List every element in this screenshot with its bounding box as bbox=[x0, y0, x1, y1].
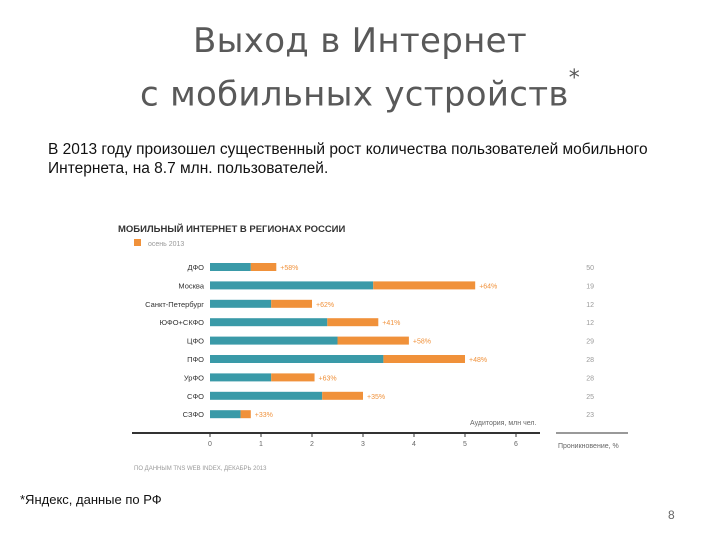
bar-growth bbox=[271, 373, 315, 382]
growth-label: +48% bbox=[469, 357, 487, 364]
slide-title: Выход в Интернет с мобильных устройств* bbox=[0, 18, 720, 117]
penetration-value: 19 bbox=[586, 283, 594, 290]
growth-label: +58% bbox=[413, 339, 431, 346]
growth-label: +62% bbox=[316, 302, 334, 309]
bar-base bbox=[210, 281, 374, 290]
chart-svg: МОБИЛЬНЫЙ ИНТЕРНЕТ В РЕГИОНАХ РОССИИ осе… bbox=[118, 223, 628, 472]
x-axis: 0 1 2 3 4 5 6 bbox=[132, 432, 628, 448]
category-label: ЦФО bbox=[187, 337, 204, 346]
title-line-2-text: с мобильных устройств bbox=[139, 74, 569, 115]
penetration-label: Проникновение, % bbox=[558, 443, 619, 450]
x-tick-label: 5 bbox=[463, 441, 467, 448]
growth-label: +33% bbox=[255, 412, 273, 419]
category-label: УрФО bbox=[184, 373, 204, 382]
bar-growth bbox=[383, 355, 465, 363]
x-tick-label: 2 bbox=[310, 441, 314, 448]
title-asterisk: * bbox=[568, 66, 581, 91]
x-tick-label: 1 bbox=[259, 441, 263, 448]
bar-growth bbox=[250, 263, 277, 271]
bar-base bbox=[210, 355, 384, 363]
title-line-1: Выход в Интернет bbox=[193, 21, 527, 61]
page-number: 8 bbox=[668, 508, 675, 522]
x-axis-label: Аудитория, млн чел. bbox=[470, 420, 536, 427]
chart-rows: ДФО +58% 50 Москва +64% 19 Санкт-Петербург +62%… bbox=[145, 263, 594, 419]
bar-growth bbox=[337, 336, 409, 345]
bar-base bbox=[210, 373, 272, 382]
category-label: ПФО bbox=[187, 355, 204, 364]
bar-base bbox=[210, 391, 323, 400]
bar-base bbox=[210, 410, 241, 419]
bar-growth bbox=[327, 318, 379, 327]
penetration-value: 12 bbox=[586, 320, 594, 327]
penetration-value: 28 bbox=[586, 357, 594, 364]
x-tick-label: 6 bbox=[514, 441, 518, 448]
x-tick-label: 0 bbox=[208, 441, 212, 448]
penetration-value: 23 bbox=[586, 412, 594, 419]
penetration-value: 25 bbox=[586, 394, 594, 401]
slide-description: В 2013 году произошел существенный рост … bbox=[48, 141, 648, 177]
chart-title: МОБИЛЬНЫЙ ИНТЕРНЕТ В РЕГИОНАХ РОССИИ bbox=[118, 223, 346, 235]
category-label: Москва bbox=[178, 281, 204, 290]
bar-base bbox=[210, 263, 251, 271]
penetration-value: 50 bbox=[586, 265, 594, 272]
growth-label: +63% bbox=[319, 375, 337, 382]
penetration-value: 28 bbox=[586, 375, 594, 382]
category-label: СЗФО bbox=[183, 410, 204, 419]
bar-growth bbox=[322, 391, 363, 400]
bar-growth bbox=[240, 410, 251, 419]
bar-base bbox=[210, 318, 328, 327]
category-label: Санкт-Петербург bbox=[145, 300, 204, 309]
footnote: *Яндекс, данные по РФ bbox=[20, 492, 162, 507]
bar-growth bbox=[373, 281, 476, 290]
penetration-value: 12 bbox=[586, 302, 594, 309]
growth-label: +64% bbox=[479, 283, 497, 290]
chart-source: ПО ДАННЫМ TNS WEB INDEX, ДЕКАБРЬ 2013 bbox=[134, 466, 267, 472]
category-label: ЮФО+СКФО bbox=[159, 318, 204, 327]
bar-growth bbox=[271, 299, 312, 308]
legend-swatch bbox=[134, 239, 141, 246]
growth-label: +58% bbox=[280, 265, 298, 272]
growth-label: +35% bbox=[367, 394, 385, 401]
bar-base bbox=[210, 336, 338, 345]
category-label: СФО bbox=[187, 392, 204, 401]
regional-mobile-internet-chart: МОБИЛЬНЫЙ ИНТЕРНЕТ В РЕГИОНАХ РОССИИ осе… bbox=[118, 212, 638, 474]
penetration-value: 29 bbox=[586, 339, 594, 346]
growth-label: +41% bbox=[382, 320, 400, 327]
bar-base bbox=[210, 299, 272, 308]
x-tick-label: 3 bbox=[361, 441, 365, 448]
category-label: ДФО bbox=[188, 263, 205, 272]
title-line-2: с мобильных устройств* bbox=[0, 64, 720, 117]
x-tick-label: 4 bbox=[412, 441, 416, 448]
legend-label: осень 2013 bbox=[148, 241, 184, 248]
